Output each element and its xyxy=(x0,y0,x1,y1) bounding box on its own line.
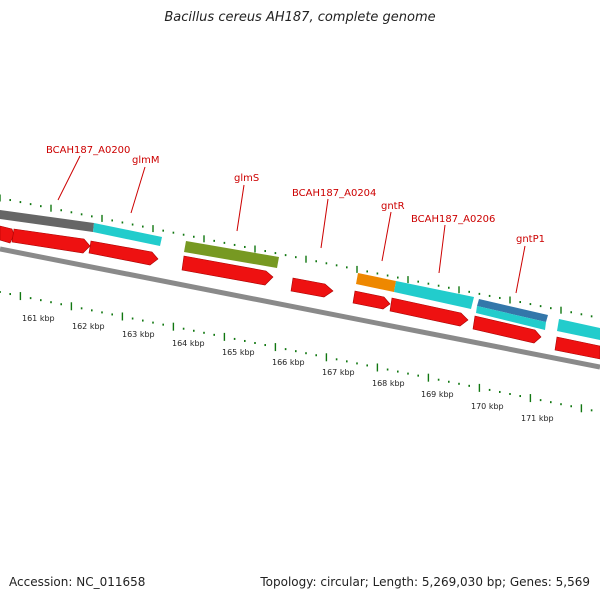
gene-label-gntr[interactable]: gntR xyxy=(381,201,405,262)
kbp-scale-labels: 161 kbp 162 kbp 163 kbp 164 kbp 165 kbp … xyxy=(22,314,554,423)
gene-label-text: BCAH187_A0200 xyxy=(46,145,130,156)
kbp-label: 166 kbp xyxy=(272,358,305,367)
gene-label-bcah187-a0200[interactable]: BCAH187_A0200 xyxy=(46,145,130,201)
cds-arrow-8[interactable] xyxy=(472,315,542,344)
inner-tick-ring xyxy=(0,291,593,413)
gene-bar-gntr[interactable] xyxy=(356,273,396,292)
kbp-label: 161 kbp xyxy=(22,314,55,323)
map-title: Bacillus cereus AH187, complete genome xyxy=(164,10,436,25)
kbp-label: 164 kbp xyxy=(172,339,205,348)
gene-label-bcah187-a0204[interactable]: BCAH187_A0204 xyxy=(292,188,376,249)
cds-arrow-1[interactable] xyxy=(0,225,15,244)
kbp-label: 170 kbp xyxy=(471,402,504,411)
kbp-label: 167 kbp xyxy=(322,368,355,377)
gene-label-text: glmS xyxy=(234,173,259,184)
gene-label-glmm[interactable]: glmM xyxy=(130,155,160,214)
outer-tick-ring xyxy=(0,194,593,318)
gene-bar-gntp1-blue[interactable] xyxy=(477,299,548,322)
gene-label-bcah187-a0206[interactable]: BCAH187_A0206 xyxy=(411,214,495,274)
cds-arrow-4[interactable] xyxy=(181,255,274,286)
kbp-label: 163 kbp xyxy=(122,330,155,339)
gene-label-glms[interactable]: glmS xyxy=(234,173,259,232)
kbp-label: 169 kbp xyxy=(421,390,454,399)
cds-arrow-9[interactable] xyxy=(554,336,600,360)
gene-label-text: BCAH187_A0206 xyxy=(411,214,495,225)
gene-bar-gntp1-cyan[interactable] xyxy=(476,306,546,330)
gene-bar-glms[interactable] xyxy=(184,241,279,268)
backbone-line xyxy=(0,246,600,370)
kbp-label: 168 kbp xyxy=(372,379,405,388)
gene-label-text: BCAH187_A0204 xyxy=(292,188,376,199)
gene-label-text: gntR xyxy=(381,201,405,212)
gene-label-text: gntP1 xyxy=(516,234,545,245)
cds-arrow-5[interactable] xyxy=(290,277,334,298)
gene-bar-glmm[interactable] xyxy=(93,223,162,246)
kbp-label: 165 kbp xyxy=(222,348,255,357)
gene-bar-next-cyan[interactable] xyxy=(557,319,600,340)
cds-arrow-3[interactable] xyxy=(88,240,159,266)
cds-arrow-7[interactable] xyxy=(389,297,469,327)
kbp-label: 171 kbp xyxy=(521,414,554,423)
cds-arrow-2[interactable] xyxy=(11,228,91,254)
topology-text: Topology: circular; Length: 5,269,030 bp… xyxy=(260,575,590,589)
gene-label-text: glmM xyxy=(132,155,160,166)
gene-bar-bcah187-a0206[interactable] xyxy=(394,281,474,309)
gene-bar-bcah187-a0200[interactable] xyxy=(0,210,94,232)
accession-text: Accession: NC_011658 xyxy=(9,575,146,589)
cds-arrow-6[interactable] xyxy=(352,290,391,310)
kbp-label: 162 kbp xyxy=(72,322,105,331)
gene-label-gntp1[interactable]: gntP1 xyxy=(515,234,545,294)
